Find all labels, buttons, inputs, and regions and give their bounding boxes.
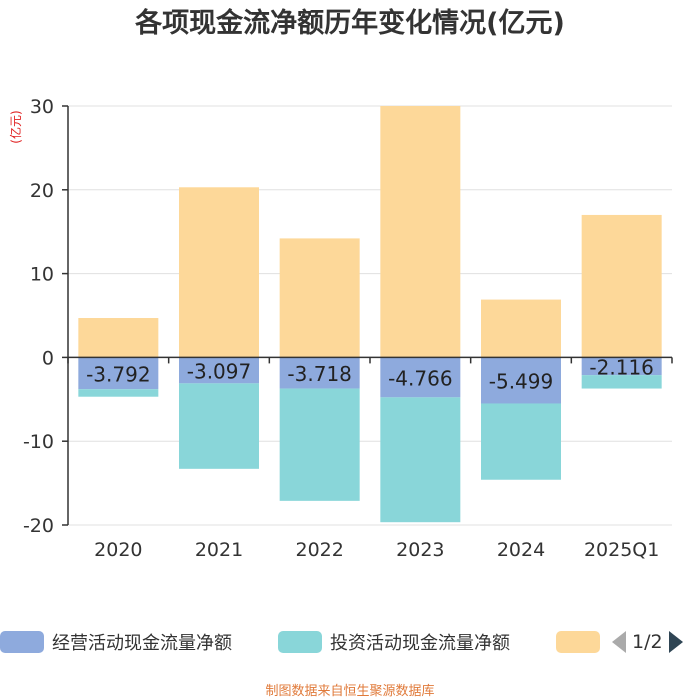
data-source-note: 制图数据来自恒生聚源数据库	[265, 684, 435, 699]
data-label-operating: -3.718	[287, 362, 351, 386]
legend-item-operating[interactable]: 经营活动现金流量净额	[0, 624, 232, 660]
legend-page-indicator: 1/2	[632, 631, 663, 653]
bar-investing	[581, 375, 662, 389]
bar-investing	[179, 383, 259, 469]
bar-investing	[380, 397, 461, 523]
data-label-operating: -2.116	[589, 355, 653, 379]
legend-swatch-financing	[556, 631, 600, 653]
y-tick-label: 20	[30, 180, 54, 202]
y-tick-label: -10	[23, 431, 54, 453]
bar-operating	[78, 357, 159, 390]
chart-title: 各项现金流净额历年变化情况(亿元)	[135, 8, 565, 39]
x-tick-label: 2023	[396, 539, 444, 561]
bar-financing	[380, 106, 461, 358]
data-label-operating: -3.097	[187, 359, 251, 383]
legend-swatch-investing	[278, 631, 322, 653]
legend: 经营活动现金流量净额 投资活动现金流量净额 1/2	[0, 624, 700, 660]
legend-next-page-icon[interactable]	[668, 631, 683, 653]
bar-investing	[279, 388, 360, 501]
data-label-operating: -5.499	[489, 369, 553, 393]
bar-financing	[179, 187, 259, 358]
y-tick-label: 10	[30, 264, 54, 286]
legend-swatch-operating	[0, 631, 44, 653]
chart-plot: -20 -10 0 10 20 30 (亿元) -3.792 -3.097 -3.718 -4.76…	[8, 96, 673, 561]
x-tick-label: 2024	[497, 539, 545, 561]
bar-operating	[581, 357, 662, 376]
bar-operating	[380, 357, 461, 398]
bar-operating	[279, 357, 360, 389]
legend-pager: 1/2	[612, 624, 683, 660]
legend-label-operating: 经营活动现金流量净额	[52, 633, 232, 654]
legend-item-investing[interactable]: 投资活动现金流量净额	[278, 624, 510, 660]
y-tick-label: -20	[23, 515, 54, 537]
legend-prev-page-icon[interactable]	[612, 631, 626, 653]
y-tick-label: 0	[42, 347, 54, 369]
bar-financing	[279, 238, 360, 358]
x-tick-label: 2025Q1	[584, 539, 659, 561]
legend-label-investing: 投资活动现金流量净额	[330, 633, 510, 654]
legend-item-financing[interactable]	[556, 624, 608, 660]
x-tick-label: 2021	[195, 539, 243, 561]
y-tick-label: 30	[30, 96, 54, 118]
data-label-operating: -3.792	[86, 362, 150, 386]
bar-operating	[481, 357, 561, 404]
bar-operating	[179, 357, 259, 384]
bar-investing	[78, 389, 159, 397]
y-axis-label: (亿元)	[8, 110, 23, 143]
x-tick-label: 2022	[295, 539, 343, 561]
bar-financing	[481, 299, 561, 358]
bar-investing	[481, 403, 561, 480]
data-label-operating: -4.766	[388, 366, 452, 390]
x-tick-label: 2020	[94, 539, 142, 561]
bar-financing	[581, 214, 662, 358]
bar-financing	[78, 318, 159, 358]
